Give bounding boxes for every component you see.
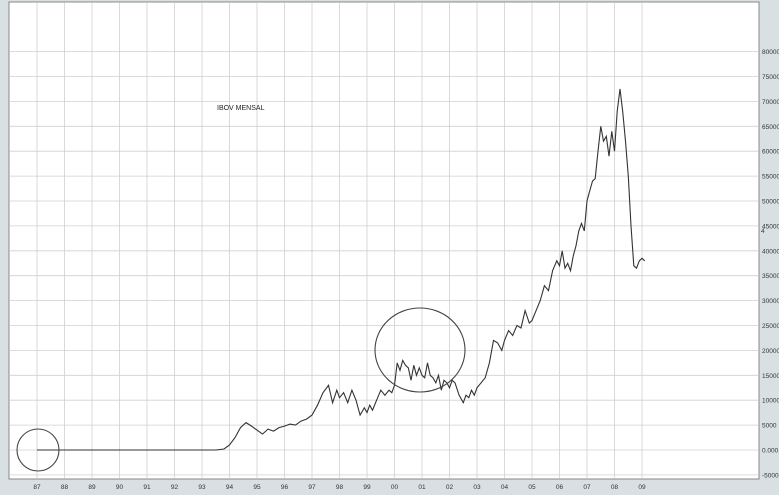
y-tick-label: 25000 — [762, 323, 779, 330]
x-tick-label: 02 — [446, 484, 454, 491]
x-tick-label: 90 — [116, 484, 124, 491]
y-tick-label: 55000 — [762, 174, 779, 181]
x-tick-label: 87 — [33, 484, 41, 491]
chart-title: IBOV MENSAL — [217, 105, 265, 112]
x-tick-label: 92 — [171, 484, 179, 491]
x-tick-label: 00 — [391, 484, 399, 491]
grid-lines — [10, 3, 758, 478]
y-tick-label: 45000 — [762, 223, 779, 230]
x-tick-label: 09 — [638, 484, 646, 491]
x-tick-label: 88 — [61, 484, 69, 491]
x-tick-label: 01 — [418, 484, 426, 491]
y-tick-label: 75000 — [762, 74, 779, 81]
x-axis-tick-labels: 87 88 89 90 91 92 93 94 95 96 97 98 99 00 01 02 03 04 05 06… — [33, 484, 646, 491]
x-tick-label: 06 — [556, 484, 564, 491]
x-tick-label: 91 — [143, 484, 151, 491]
y-tick-label: 5000 — [762, 423, 777, 430]
annotation-circle-start — [16, 428, 60, 472]
y-tick-label: 65000 — [762, 124, 779, 131]
x-tick-label: 04 — [501, 484, 509, 491]
x-tick-label: 99 — [363, 484, 371, 491]
y-tick-label: 70000 — [762, 99, 779, 106]
x-tick-label: 94 — [226, 484, 234, 491]
annotation-circle-2000 — [374, 307, 466, 393]
series-line-ibov — [37, 88, 646, 451]
x-tick-label: 93 — [198, 484, 206, 491]
y-tick-label: 50000 — [762, 199, 779, 206]
y-tick-label: -5000 — [762, 472, 779, 479]
right-axis-marker: 4 — [761, 228, 765, 235]
x-tick-label: 89 — [88, 484, 96, 491]
x-tick-label: 03 — [473, 484, 481, 491]
x-tick-label: 96 — [281, 484, 289, 491]
plot-background — [8, 1, 760, 480]
x-tick-label: 95 — [253, 484, 261, 491]
x-tick-label: 97 — [308, 484, 316, 491]
y-tick-label: 80000 — [762, 49, 779, 56]
y-tick-label: 60000 — [762, 149, 779, 156]
y-tick-label: 35000 — [762, 273, 779, 280]
y-tick-label: 10000 — [762, 398, 779, 405]
y-tick-label: 40000 — [762, 248, 779, 255]
y-tick-label: 15000 — [762, 373, 779, 380]
x-tick-label: 08 — [611, 484, 619, 491]
y-axis-tick-labels: 8000075000700006500060000550005000045000… — [762, 49, 779, 479]
y-tick-label: 0.000 — [762, 448, 779, 455]
y-tick-label: 30000 — [762, 298, 779, 305]
x-tick-label: 98 — [336, 484, 344, 491]
x-tick-label: 05 — [528, 484, 536, 491]
y-tick-label: 20000 — [762, 348, 779, 355]
x-tick-label: 07 — [583, 484, 591, 491]
